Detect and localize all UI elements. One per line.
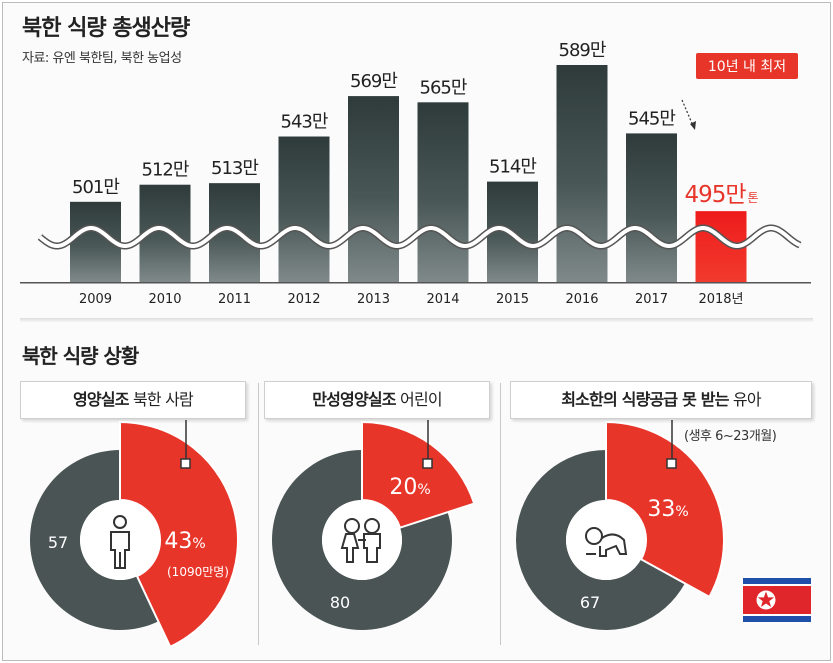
card-1-label: 영양실조 북한 사람	[20, 381, 246, 419]
production-bar-chart: 501만 2009 512만 2010 513만 2011 543만 2012 569만 2013…	[20, 40, 811, 307]
bar-value-label-2011: 513만	[211, 158, 258, 179]
bar-2017	[626, 133, 677, 282]
x-tick-label-2010: 2010	[148, 292, 181, 307]
baby-crawling-icon	[585, 527, 628, 557]
donut-rest-label: 57	[48, 533, 68, 552]
callout-label: 10년 내 최저	[708, 59, 786, 75]
bar-2014	[417, 102, 469, 283]
percent-sign: %	[675, 504, 688, 520]
x-axis-line	[20, 282, 811, 284]
bar-value-label-2017: 545만	[628, 108, 675, 129]
leader-marker	[422, 458, 433, 469]
x-tick-label-2018년: 2018년	[698, 292, 743, 307]
callout-background	[696, 53, 798, 79]
donut-percent-label: 33%	[647, 497, 688, 522]
x-tick-label-2011: 2011	[218, 292, 251, 307]
x-tick-label-2013: 2013	[357, 292, 390, 307]
x-tick-label-2012: 2012	[287, 292, 320, 307]
donut-malnutrition: 43%57(1090만명)	[30, 420, 239, 649]
chart-title: 북한 식량 총생산량	[22, 16, 190, 41]
bar-2013	[348, 96, 399, 282]
x-tick-label-2014: 2014	[426, 292, 459, 307]
x-tick-label-2016: 2016	[565, 292, 598, 307]
donut-center	[80, 500, 160, 580]
card-3-label: 최소한의 식량공급 못 받는 유아	[510, 381, 812, 419]
donut-rest-label: 80	[330, 593, 350, 612]
source-note: 자료: 유엔 북한팀, 북한 농업성	[22, 51, 182, 66]
column-divider-2	[500, 383, 501, 645]
bar-value-label-2016: 589만	[559, 40, 606, 61]
donut-infant-food: 33% 67	[516, 420, 725, 630]
bar-value-label-2015: 514만	[489, 157, 536, 178]
axis-break-wave-inner	[38, 226, 801, 248]
donut-note-label: (1090만명)	[167, 565, 229, 579]
x-tick-label-2017: 2017	[635, 292, 668, 307]
unit-label: 톤	[748, 191, 759, 205]
infant-age-note: (생후 6~23개월)	[684, 429, 777, 444]
leader-marker	[666, 458, 677, 469]
callout-arrowhead	[690, 121, 696, 130]
section-separator	[20, 318, 813, 322]
donut-slice-rest	[30, 450, 159, 630]
x-tick-label-2015: 2015	[496, 292, 529, 307]
callout-badge: 10년 내 최저	[696, 53, 798, 79]
bar-value-label-2012: 543만	[281, 112, 328, 133]
donut-slice-rest	[272, 450, 452, 630]
adult-icon	[110, 515, 130, 569]
donut-rest-label: 67	[580, 593, 600, 612]
north-korea-flag-icon	[743, 578, 811, 622]
donut-center	[566, 500, 646, 580]
bar-value-label-2009: 501만	[72, 177, 119, 198]
bar-value-label-2010: 512만	[142, 160, 189, 181]
bar-2012	[278, 136, 330, 282]
bar-value-label-2018년: 495만 톤	[684, 182, 758, 208]
percent-sign: %	[192, 536, 205, 552]
donut-chronic-children: 20%80	[272, 420, 476, 630]
children-icon	[340, 518, 381, 563]
x-tick-label-2009: 2009	[79, 292, 112, 307]
donut-slice-rest	[516, 450, 685, 630]
bar-value-label-2014: 565만	[420, 77, 467, 98]
bar-value-label-2013: 569만	[350, 71, 397, 92]
column-divider-1	[258, 383, 259, 645]
leader-marker	[180, 458, 191, 469]
percent-sign: %	[417, 482, 430, 498]
card-2-label: 만성영양실조 어린이	[264, 381, 490, 419]
section-title: 북한 식량 상황	[22, 344, 139, 368]
